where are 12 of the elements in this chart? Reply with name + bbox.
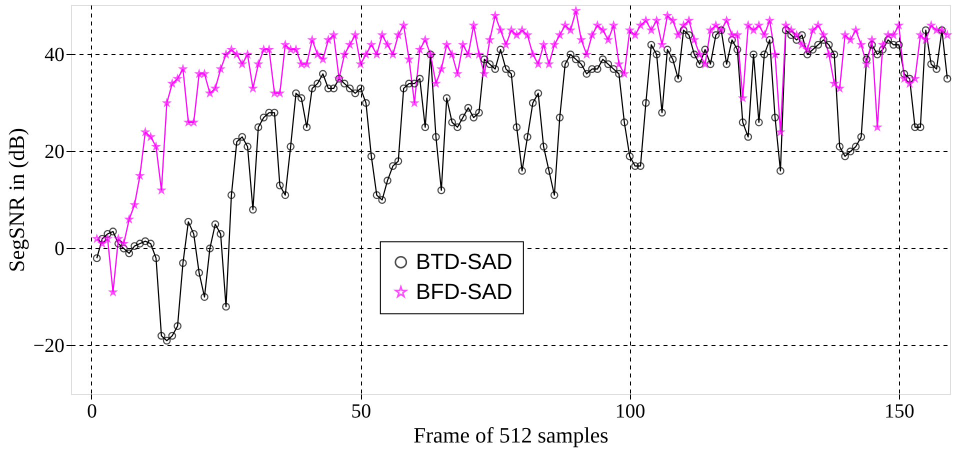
legend-label: BFD-SAD [416, 279, 512, 304]
x-axis-title: Frame of 512 samples [414, 422, 608, 448]
legend-label: BTD-SAD [416, 249, 512, 274]
x-tick-label: 150 [884, 400, 914, 422]
x-tick-label: 100 [615, 400, 646, 422]
x-tick-label: 0 [86, 400, 97, 422]
y-axis-title: SegSNR in (dB) [4, 128, 30, 272]
y-tick-label: 40 [44, 44, 64, 66]
y-tick-label: −20 [33, 334, 64, 357]
x-tick-label: 50 [351, 400, 372, 422]
y-tick-label: 20 [44, 140, 64, 163]
y-tick-label: 0 [54, 238, 64, 260]
